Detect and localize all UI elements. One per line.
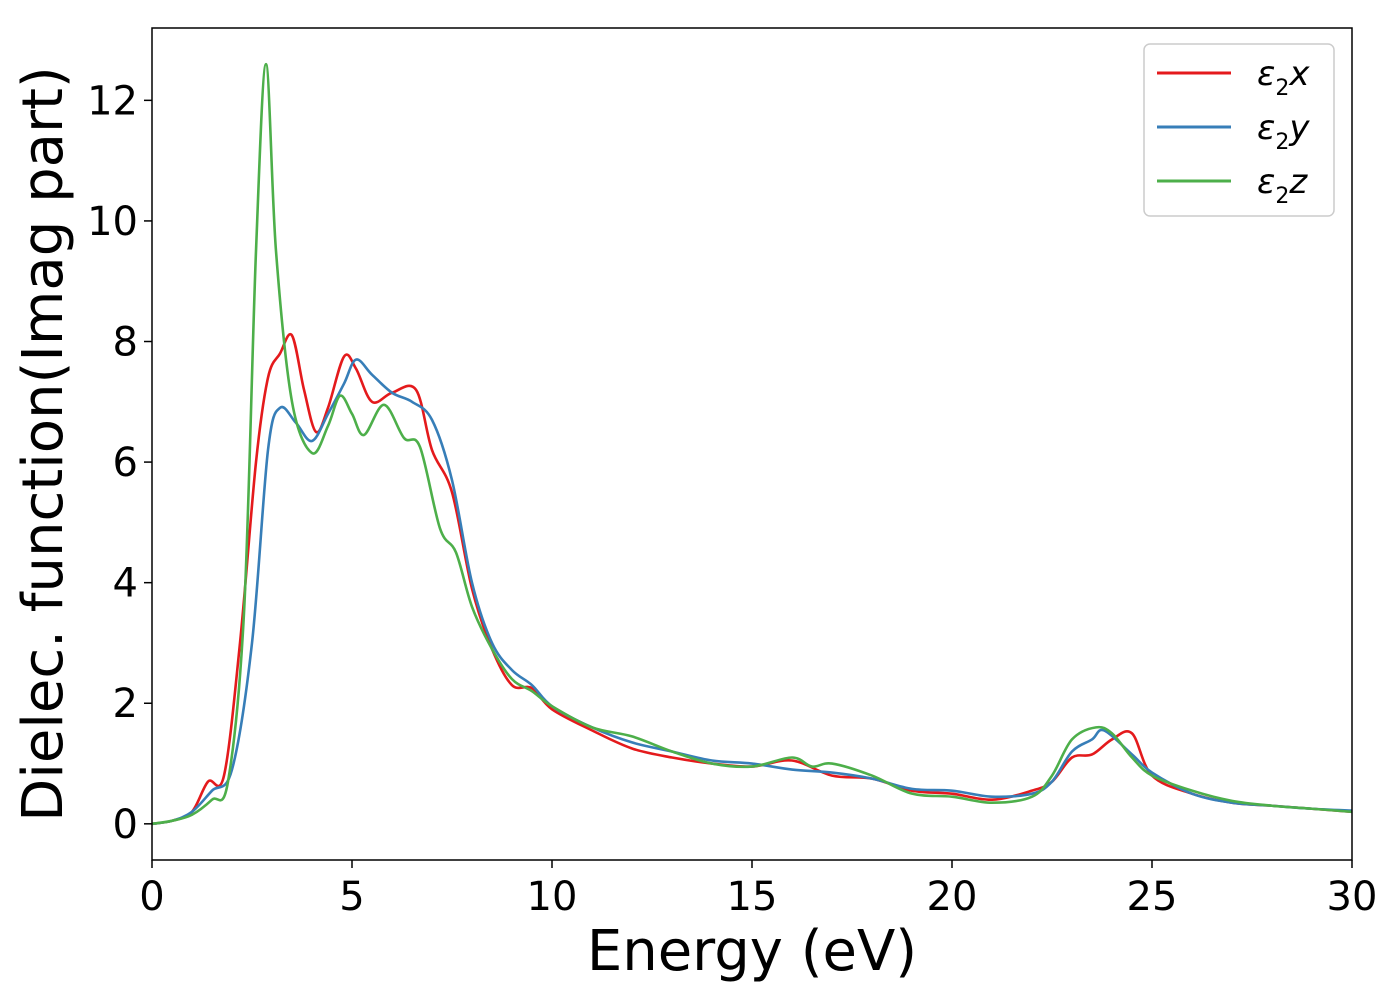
x-tick-label: 0 [139, 874, 164, 920]
x-tick-label: 25 [1127, 874, 1178, 920]
legend-box [1143, 43, 1335, 217]
y-tick-label: 8 [113, 320, 138, 366]
y-tick-label: 12 [87, 78, 138, 124]
legend-symbol: ε [1257, 108, 1275, 148]
x-tick-label: 10 [527, 874, 578, 920]
x-tick-label: 30 [1327, 874, 1378, 920]
x-axis: 0 5 10 15 20 25 30 [139, 860, 1377, 920]
y-axis: 0 2 4 6 8 10 12 [87, 78, 152, 848]
x-axis-title: Energy (eV) [587, 919, 917, 984]
legend-subscript: 2 [1275, 130, 1289, 155]
y-axis-title: Dielec. function(Imag part) [11, 66, 76, 822]
legend-label-y: ε2y [1257, 108, 1310, 155]
legend-suffix: x [1288, 54, 1310, 94]
y-tick-label: 0 [113, 802, 138, 848]
y-tick-label: 10 [87, 199, 138, 245]
legend-suffix: y [1288, 108, 1310, 148]
y-tick-label: 2 [113, 681, 138, 727]
y-tick-label: 4 [113, 561, 138, 607]
series-line-z [152, 62, 1352, 826]
series-layer [152, 62, 1352, 826]
legend-subscript: 2 [1275, 76, 1289, 101]
legend-subscript: 2 [1275, 184, 1289, 209]
legend-symbol: ε [1257, 162, 1275, 202]
x-tick-label: 15 [727, 874, 778, 920]
legend-suffix: z [1288, 162, 1308, 202]
legend-symbol: ε [1257, 54, 1275, 94]
x-tick-label: 20 [927, 874, 978, 920]
legend-label-z: ε2z [1257, 162, 1308, 209]
legend-label-x: ε2x [1257, 54, 1310, 101]
y-tick-label: 6 [113, 440, 138, 486]
x-tick-label: 5 [339, 874, 364, 920]
series-line-x [152, 332, 1352, 826]
